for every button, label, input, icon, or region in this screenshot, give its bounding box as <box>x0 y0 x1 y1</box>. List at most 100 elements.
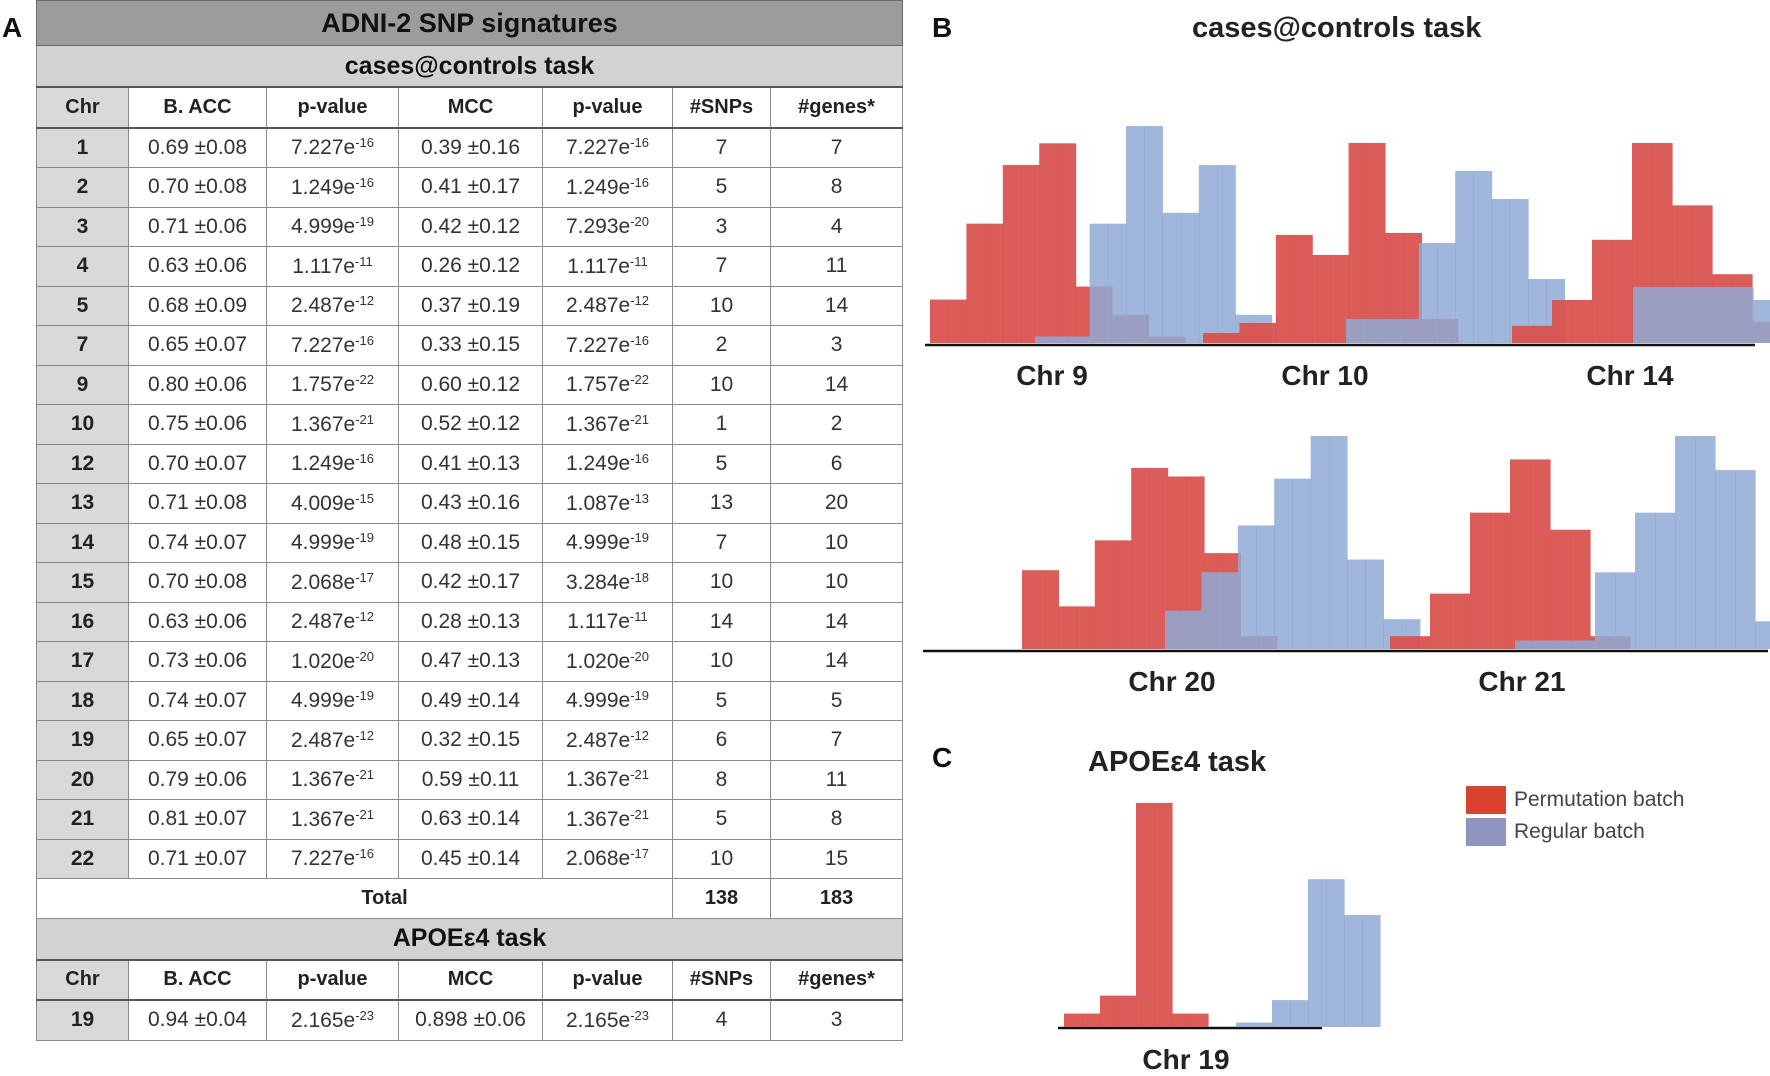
legend-label-regular: Regular batch <box>1514 820 1645 843</box>
table-row: 10 0.75 ±0.06 1.367e-21 0.52 ±0.12 1.367e-21… <box>36 404 904 445</box>
chr-cell: 4 <box>36 246 129 287</box>
pvalue-mcc-cell-mantissa: 1.367e <box>565 412 631 436</box>
hist-chr19-regular-bin-1 <box>1254 1022 1273 1027</box>
hist-chr21-regular-bin-6 <box>1635 512 1656 649</box>
hist-chr20-regular-bin-11 <box>1365 559 1384 649</box>
pvalue-mcc-cell-exponent: -21 <box>630 806 650 822</box>
pvalue-acc-cell-mantissa: 1.757e <box>290 373 356 397</box>
pvalue-acc-cell: 1.367e-21 <box>266 404 399 445</box>
hist-chr20-permutation-bin-9 <box>1185 476 1205 649</box>
hist-label-chr19: Chr 19 <box>1142 1044 1230 1075</box>
table-row: 12 0.70 ±0.07 1.249e-16 0.41 ±0.13 1.249e-16… <box>36 443 904 484</box>
pvalue-acc-cell: 2.487e-12 <box>266 601 399 642</box>
pvalue-mcc-cell: 2.165e-23 <box>542 999 673 1041</box>
pvalue-acc-cell-mantissa: 4.999e <box>290 215 356 239</box>
hist-chr20-regular-bin-6 <box>1274 478 1293 649</box>
hist-chr19-permutation-bin-5 <box>1154 803 1173 1027</box>
hist-chr10-permutation-bin-10 <box>1385 233 1404 343</box>
pvalue-acc-cell-exponent: -16 <box>355 332 375 348</box>
bacc-cell: 0.71 ±0.06 <box>128 206 267 247</box>
pvalue-acc-cell-mantissa: 1.020e <box>290 649 356 673</box>
pvalue-mcc-cell-mantissa: 1.020e <box>565 649 631 673</box>
mcc-cell: 0.41 ±0.13 <box>398 443 543 484</box>
pvalue-mcc-cell: 1.249e-16 <box>542 167 673 208</box>
task1-header-0: Chr <box>36 86 129 129</box>
mcc-cell: 0.60 ±0.12 <box>398 364 543 405</box>
pvalue-mcc-cell-exponent: -11 <box>629 609 648 625</box>
mcc-cell: 0.52 ±0.12 <box>398 404 543 445</box>
pvalue-acc-cell-exponent: -12 <box>355 293 375 309</box>
pvalue-acc-cell-mantissa: 2.068e <box>290 570 356 594</box>
pvalue-mcc-cell: 1.117e-11 <box>542 246 673 287</box>
table-row: 16 0.63 ±0.06 2.487e-12 0.28 ±0.13 1.117e-11… <box>36 601 904 642</box>
hist-chr20-permutation-bin-8 <box>1167 476 1187 649</box>
pvalue-acc-cell: 4.009e-15 <box>266 483 399 524</box>
hist-chr21-regular-bin-5 <box>1615 572 1636 649</box>
hist-chr9-permutation-bin-1 <box>948 299 967 343</box>
pvalue-acc-cell-exponent: -12 <box>355 609 375 625</box>
pvalue-mcc-cell-exponent: -11 <box>629 253 648 269</box>
pvalue-acc-cell: 4.999e-19 <box>266 680 399 721</box>
table-row: 1 0.69 ±0.08 7.227e-16 0.39 ±0.16 7.227e-16 7… <box>36 127 904 168</box>
pvalue-mcc-cell-exponent: -12 <box>630 727 650 743</box>
bacc-cell: 0.63 ±0.06 <box>128 246 267 287</box>
hist-chr21-regular-bin-0 <box>1515 640 1536 649</box>
hist-label-chr9: Chr 9 <box>1016 360 1088 391</box>
pvalue-mcc-cell-exponent: -22 <box>630 372 650 388</box>
hist-chr9-regular-bin-1 <box>1053 336 1072 343</box>
pvalue-mcc-cell-exponent: -23 <box>630 1007 650 1023</box>
hist-chr20-regular-bin-9 <box>1328 436 1348 649</box>
pvalue-mcc-cell-mantissa: 2.068e <box>565 847 631 871</box>
pvalue-acc-cell: 2.068e-17 <box>266 562 399 603</box>
snps-cell: 10 <box>672 562 771 603</box>
pvalue-mcc-cell-mantissa: 7.293e <box>565 215 631 239</box>
hist-chr21-regular-bin-2 <box>1555 640 1576 649</box>
hist-chr21-regular-bin-1 <box>1535 640 1556 649</box>
hist-chr19-permutation-bin-1 <box>1082 1013 1101 1027</box>
chr-cell: 19 <box>36 720 129 761</box>
pvalue-mcc-cell: 7.227e-16 <box>542 127 673 168</box>
mcc-cell: 0.45 ±0.14 <box>398 838 543 879</box>
pvalue-mcc-cell-mantissa: 7.227e <box>565 136 631 160</box>
hist-chr21-permutation-bin-5 <box>1490 512 1511 649</box>
table-row: 5 0.68 ±0.09 2.487e-12 0.37 ±0.19 2.487e-12 1… <box>36 285 904 326</box>
mcc-cell: 0.41 ±0.17 <box>398 167 543 208</box>
genes-cell: 20 <box>769 483 904 524</box>
pvalue-acc-cell-exponent: -19 <box>355 688 375 704</box>
hist-chr9-regular-bin-0 <box>1035 336 1054 343</box>
pvalue-mcc-cell-exponent: -20 <box>630 214 650 230</box>
hist-chr14-regular-bin-5 <box>1733 287 1754 343</box>
mcc-cell: 0.26 ±0.12 <box>398 246 543 287</box>
table-header-row: Chr B. ACC p-value MCC p-value #SNPs #genes* <box>36 86 904 129</box>
pvalue-mcc-cell-mantissa: 2.487e <box>565 294 631 318</box>
legend-permutation: Permutation batch <box>1466 786 1684 814</box>
hist-chr20-permutation-bin-0 <box>1022 570 1041 649</box>
hist-chr20-permutation-bin-2 <box>1058 606 1078 649</box>
hist-chr14-permutation-bin-2 <box>1552 300 1573 343</box>
mcc-cell: 0.49 ±0.14 <box>398 680 543 721</box>
snps-cell: 5 <box>672 799 771 840</box>
pvalue-acc-cell-mantissa: 2.165e <box>290 1008 356 1032</box>
pvalue-acc-cell: 7.227e-16 <box>266 838 399 879</box>
bacc-cell: 0.79 ±0.06 <box>128 759 267 800</box>
task1-header-3: MCC <box>398 86 543 129</box>
table-row: 14 0.74 ±0.07 4.999e-19 0.48 ±0.15 4.999e-19… <box>36 522 904 563</box>
chr-cell: 19 <box>36 999 129 1041</box>
task2-header-1: B. ACC <box>128 958 267 1001</box>
hist-chr14-regular-bin-0 <box>1633 287 1654 343</box>
pvalue-mcc-cell-mantissa: 1.367e <box>565 807 631 831</box>
hist-chr20-regular-bin-1 <box>1183 610 1202 649</box>
task1-header-5: #SNPs <box>672 86 771 129</box>
hist-chr19-permutation-bin-7 <box>1190 1013 1209 1027</box>
bacc-cell: 0.71 ±0.08 <box>128 483 267 524</box>
genes-cell: 7 <box>769 127 904 168</box>
hist-chr19-regular-bin-5 <box>1326 879 1345 1027</box>
hist-chr10-regular-bin-3 <box>1400 319 1420 343</box>
hist-chr21-permutation-bin-2 <box>1430 593 1451 649</box>
genes-cell: 11 <box>769 246 904 287</box>
hist-chr21-permutation-bin-4 <box>1470 512 1491 649</box>
pvalue-acc-cell-exponent: -21 <box>355 411 375 427</box>
task1-header-1: B. ACC <box>128 86 267 129</box>
hist-chr19-permutation-bin-6 <box>1172 1013 1191 1027</box>
table-row: 22 0.71 ±0.07 7.227e-16 0.45 ±0.14 2.068e-17… <box>36 838 904 879</box>
